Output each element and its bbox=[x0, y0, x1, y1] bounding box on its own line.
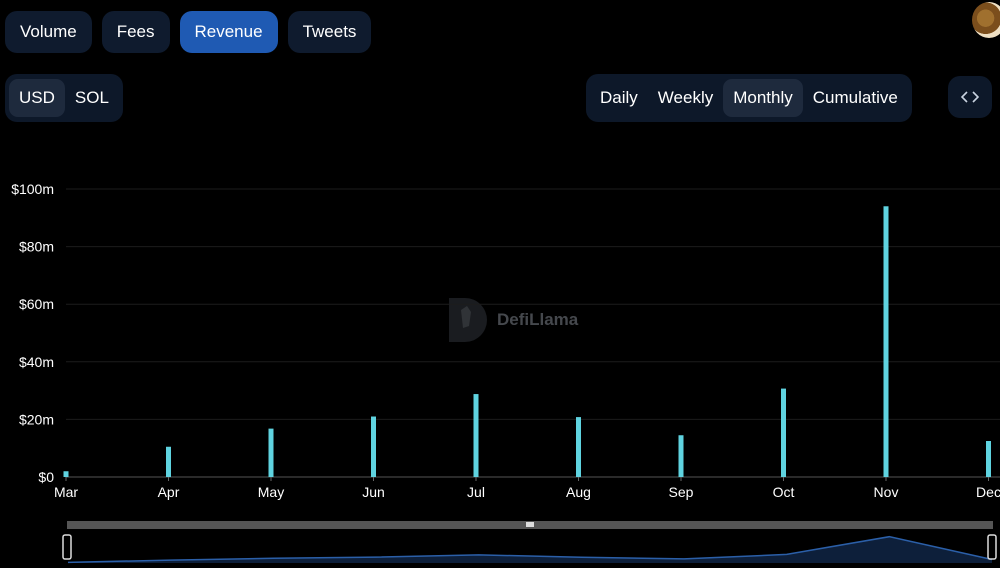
period-weekly[interactable]: Weekly bbox=[657, 88, 714, 107]
bar-mar[interactable] bbox=[63, 471, 69, 477]
watermark-text: DefiLlama bbox=[497, 310, 579, 329]
grid-layer bbox=[66, 188, 1000, 478]
x-tick-label: Oct bbox=[773, 484, 795, 500]
bar-may[interactable] bbox=[268, 428, 274, 477]
bar-jun[interactable] bbox=[371, 416, 376, 477]
period-toggle: Daily Weekly Monthly Cumulative bbox=[586, 74, 912, 122]
x-tick-label: Sep bbox=[669, 484, 694, 500]
x-tick-label: Jun bbox=[362, 484, 385, 500]
brush-handle-right[interactable] bbox=[987, 534, 997, 560]
bar-aug[interactable] bbox=[576, 417, 581, 477]
bar-apr[interactable] bbox=[166, 446, 171, 477]
x-axis-labels: Mar Apr May Jun Jul Aug Sep Oct Nov Dec bbox=[54, 477, 1000, 500]
x-tick-label: Aug bbox=[566, 484, 591, 500]
y-tick-label: $40m bbox=[19, 354, 54, 370]
brush-line bbox=[67, 535, 993, 564]
currency-usd[interactable]: USD bbox=[9, 79, 65, 117]
revenue-bar-chart: $0 $20m $40m $60m $80m $100m Mar Apr May Jun Jul A… bbox=[11, 181, 1000, 500]
y-tick-label: $100m bbox=[11, 181, 54, 197]
range-brush[interactable] bbox=[0, 515, 1000, 568]
tab-revenue[interactable]: Revenue bbox=[179, 11, 278, 53]
currency-toggle: USD SOL bbox=[5, 74, 123, 122]
period-daily[interactable]: Daily bbox=[600, 88, 638, 107]
y-tick-label: $60m bbox=[19, 296, 54, 312]
embed-button[interactable] bbox=[948, 76, 992, 118]
period-monthly[interactable]: Monthly bbox=[723, 79, 803, 117]
x-tick-label: Apr bbox=[158, 484, 180, 500]
code-icon bbox=[961, 91, 979, 103]
defillama-logo-icon bbox=[449, 298, 487, 342]
bar-jul[interactable] bbox=[473, 394, 479, 477]
tab-volume[interactable]: Volume bbox=[5, 11, 92, 53]
watermark: DefiLlama bbox=[447, 296, 578, 344]
period-cumulative[interactable]: Cumulative bbox=[812, 88, 898, 107]
x-tick-label: Nov bbox=[874, 484, 899, 500]
x-tick-label: Mar bbox=[54, 484, 78, 500]
metric-tabs: Volume Fees Revenue Tweets bbox=[5, 11, 372, 53]
bar-sep[interactable] bbox=[678, 435, 684, 477]
y-tick-label: $0 bbox=[38, 469, 54, 485]
y-tick-label: $20m bbox=[19, 411, 54, 427]
bars bbox=[63, 206, 991, 477]
x-tick-label: Dec bbox=[976, 484, 1000, 500]
brush-area bbox=[68, 536, 992, 563]
currency-sol[interactable]: SOL bbox=[74, 88, 109, 107]
bar-oct[interactable] bbox=[781, 388, 786, 477]
x-tick-label: May bbox=[258, 484, 284, 500]
bar-nov[interactable] bbox=[883, 206, 889, 477]
x-tick-label: Jul bbox=[467, 484, 485, 500]
brush-handle-left[interactable] bbox=[62, 534, 72, 560]
user-avatar[interactable] bbox=[972, 2, 1000, 38]
tab-fees[interactable]: Fees bbox=[101, 11, 170, 53]
bar-dec[interactable] bbox=[986, 441, 991, 477]
brush-grip-icon[interactable] bbox=[526, 522, 534, 527]
y-axis-labels: $0 $20m $40m $60m $80m $100m bbox=[11, 181, 54, 485]
y-tick-label: $80m bbox=[19, 239, 54, 255]
tab-tweets[interactable]: Tweets bbox=[287, 11, 372, 53]
